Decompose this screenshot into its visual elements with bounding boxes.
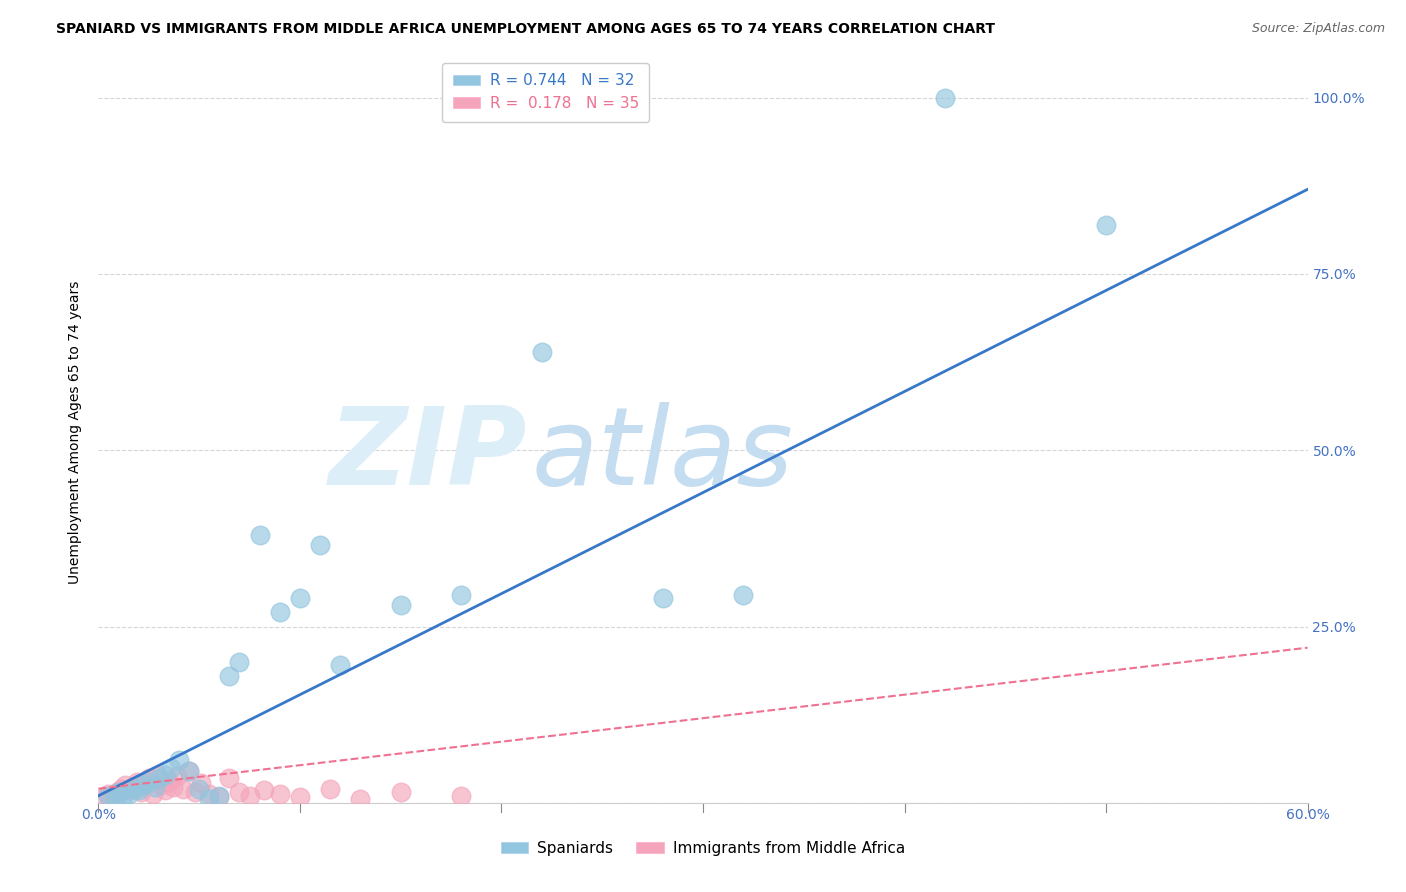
Point — [228, 655, 250, 669]
Point — [172, 781, 194, 796]
Point — [218, 771, 240, 785]
Point — [107, 785, 129, 799]
Point — [329, 658, 352, 673]
Point — [111, 790, 134, 805]
Point — [450, 789, 472, 803]
Point — [138, 774, 160, 789]
Text: ZIP: ZIP — [329, 401, 527, 508]
Point — [118, 783, 141, 797]
Point — [190, 776, 212, 790]
Point — [389, 785, 412, 799]
Point — [121, 780, 143, 795]
Point — [349, 792, 371, 806]
Point — [166, 769, 188, 783]
Point — [160, 760, 183, 774]
Point — [208, 790, 231, 805]
Point — [134, 776, 156, 790]
Point — [450, 588, 472, 602]
Point — [389, 599, 412, 613]
Point — [105, 785, 128, 799]
Point — [153, 783, 176, 797]
Point — [157, 774, 180, 789]
Point — [319, 781, 342, 796]
Point — [228, 785, 250, 799]
Point — [184, 785, 207, 799]
Point — [149, 778, 172, 792]
Point — [530, 344, 553, 359]
Point — [179, 764, 201, 778]
Y-axis label: Unemployment Among Ages 65 to 74 years: Unemployment Among Ages 65 to 74 years — [69, 281, 83, 584]
Point — [179, 764, 201, 778]
Point — [249, 528, 271, 542]
Legend: Spaniards, Immigrants from Middle Africa: Spaniards, Immigrants from Middle Africa — [495, 835, 911, 862]
Point — [142, 788, 165, 802]
Point — [132, 778, 155, 792]
Point — [114, 778, 136, 792]
Point — [167, 754, 190, 768]
Point — [97, 788, 120, 802]
Point — [934, 91, 956, 105]
Point — [93, 790, 115, 805]
Point — [153, 767, 176, 781]
Point — [148, 771, 170, 785]
Point — [198, 788, 221, 802]
Point — [269, 788, 291, 802]
Point — [239, 789, 262, 803]
Point — [269, 606, 291, 620]
Point — [129, 784, 152, 798]
Point — [288, 591, 311, 606]
Point — [143, 780, 166, 795]
Point — [138, 771, 160, 785]
Text: atlas: atlas — [531, 402, 793, 508]
Point — [188, 781, 211, 796]
Point — [288, 790, 311, 805]
Point — [162, 780, 184, 795]
Point — [198, 792, 221, 806]
Point — [118, 788, 141, 802]
Point — [733, 588, 755, 602]
Point — [128, 783, 150, 797]
Text: Source: ZipAtlas.com: Source: ZipAtlas.com — [1251, 22, 1385, 36]
Point — [309, 538, 332, 552]
Point — [1095, 218, 1118, 232]
Point — [124, 781, 146, 796]
Point — [103, 792, 125, 806]
Point — [146, 767, 169, 781]
Point — [651, 591, 673, 606]
Point — [125, 774, 148, 789]
Point — [97, 789, 120, 803]
Point — [253, 783, 276, 797]
Point — [110, 781, 132, 796]
Text: SPANIARD VS IMMIGRANTS FROM MIDDLE AFRICA UNEMPLOYMENT AMONG AGES 65 TO 74 YEARS: SPANIARD VS IMMIGRANTS FROM MIDDLE AFRIC… — [56, 22, 995, 37]
Point — [208, 789, 231, 803]
Point — [218, 669, 240, 683]
Point — [101, 789, 124, 803]
